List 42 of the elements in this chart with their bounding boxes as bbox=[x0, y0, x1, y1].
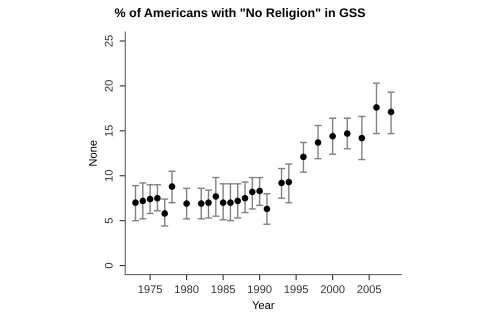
point bbox=[388, 108, 394, 116]
point bbox=[344, 130, 351, 137]
point bbox=[132, 199, 139, 206]
point bbox=[140, 198, 146, 204]
x-tick-label: 1990 bbox=[248, 285, 272, 294]
point bbox=[300, 154, 307, 160]
x-axis-title: Year bbox=[252, 301, 274, 310]
point bbox=[314, 139, 322, 146]
x-tick-label: 1980 bbox=[175, 285, 199, 294]
point bbox=[154, 194, 161, 202]
point bbox=[198, 200, 205, 207]
x-tick-label: 1995 bbox=[284, 285, 308, 294]
point bbox=[358, 134, 366, 142]
x-tick-label: 1985 bbox=[212, 285, 236, 294]
y-tick-label: 0 bbox=[104, 262, 113, 268]
y-tick-label: 10 bbox=[104, 170, 113, 182]
y-tick-label: 20 bbox=[104, 80, 113, 92]
point bbox=[264, 206, 270, 212]
chart-title: % of Americans with "No Religion" in GSS bbox=[114, 8, 366, 20]
point bbox=[234, 198, 242, 204]
point bbox=[161, 210, 168, 217]
point bbox=[183, 200, 190, 207]
point bbox=[168, 183, 176, 190]
point bbox=[278, 180, 285, 186]
point bbox=[227, 199, 234, 206]
x-tick-label: 1975 bbox=[138, 285, 162, 294]
y-tick-label: 25 bbox=[104, 35, 113, 47]
point bbox=[286, 178, 292, 186]
y-tick-label: 15 bbox=[104, 125, 113, 136]
point bbox=[220, 199, 226, 206]
point bbox=[146, 196, 154, 202]
point bbox=[249, 188, 256, 196]
point bbox=[329, 132, 336, 140]
point bbox=[373, 104, 380, 111]
point bbox=[256, 188, 263, 194]
point bbox=[212, 193, 220, 200]
point bbox=[205, 199, 212, 206]
point bbox=[242, 194, 248, 202]
x-tick-label: 2000 bbox=[320, 285, 345, 294]
y-tick-label: 5 bbox=[104, 218, 113, 224]
y-axis-title: None bbox=[89, 140, 97, 166]
x-tick-label: 2005 bbox=[357, 285, 382, 294]
